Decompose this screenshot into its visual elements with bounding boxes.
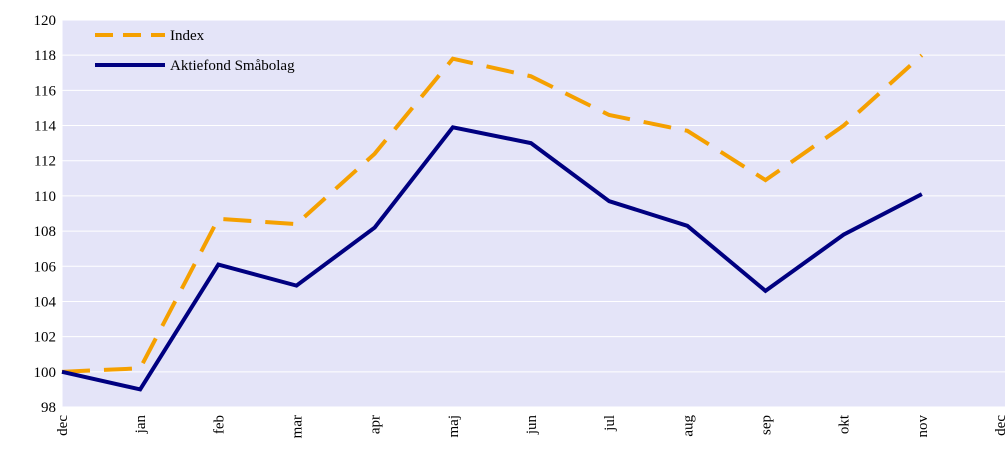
y-tick-label: 114 (34, 119, 56, 135)
x-tick-label: mar (290, 415, 306, 438)
y-tick-label: 112 (34, 154, 56, 170)
x-tick-label: dec (55, 415, 71, 436)
x-tick-label: jun (524, 415, 540, 436)
y-tick-label: 98 (41, 400, 56, 416)
x-tick-label: aug (680, 415, 696, 437)
x-tick-label: jan (133, 415, 149, 435)
y-tick-label: 116 (34, 83, 56, 99)
x-tick-label: feb (211, 415, 227, 434)
x-tick-label: okt (837, 414, 853, 434)
legend-label: Aktiefond Småbolag (170, 58, 295, 74)
x-tick-label: jul (602, 415, 618, 432)
y-tick-label: 106 (34, 259, 57, 275)
x-tick-label: apr (368, 415, 384, 434)
y-tick-label: 102 (34, 330, 57, 346)
legend-label: Index (170, 28, 205, 44)
x-tick-label: nov (915, 415, 931, 438)
y-tick-label: 118 (34, 48, 56, 64)
y-tick-label: 110 (34, 189, 56, 205)
series-line (61, 53, 924, 374)
y-tick-label: 108 (34, 224, 57, 240)
x-tick-label: sep (759, 415, 775, 435)
y-tick-label: 104 (34, 294, 57, 310)
y-tick-label: 120 (34, 13, 57, 29)
x-tick-label: maj (446, 415, 462, 438)
plot-area (62, 20, 1005, 407)
series-line (61, 125, 923, 392)
x-tick-label: dec (993, 415, 1005, 436)
y-tick-label: 100 (34, 365, 57, 381)
